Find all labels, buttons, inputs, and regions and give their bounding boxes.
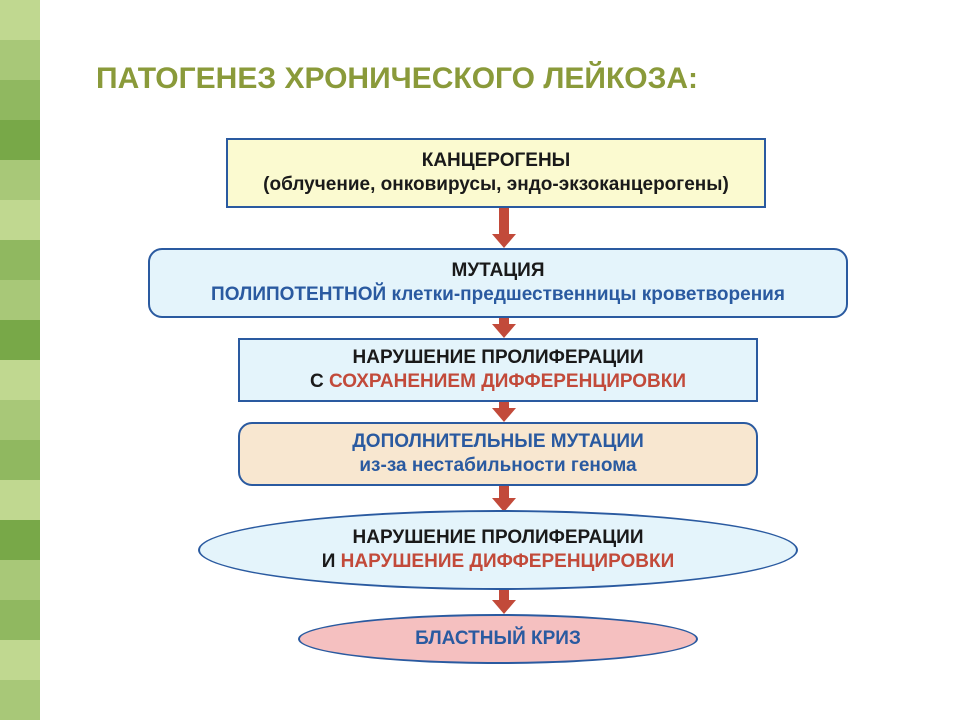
node-text-line: НАРУШЕНИЕ ПРОЛИФЕРАЦИИ [353, 346, 644, 370]
sidebar-square [0, 80, 40, 120]
node-text-line: КАНЦЕРОГЕНЫ [422, 149, 571, 173]
sidebar-square [0, 120, 40, 160]
sidebar-square [0, 480, 40, 520]
sidebar-square [0, 640, 40, 680]
sidebar-square [0, 0, 40, 40]
node-text-line: БЛАСТНЫЙ КРИЗ [415, 627, 581, 651]
slide: ПАТОГЕНЕЗ ХРОНИЧЕСКОГО ЛЕЙКОЗА: КАНЦЕРОГ… [48, 0, 960, 720]
node-text-line: ДОПОЛНИТЕЛЬНЫЕ МУТАЦИИ [352, 430, 644, 454]
node-blast-crisis: БЛАСТНЫЙ КРИЗ [298, 614, 698, 664]
arrow-stem [499, 486, 509, 498]
arrow-head [492, 408, 516, 422]
sidebar-square [0, 40, 40, 80]
sidebar-square [0, 240, 40, 280]
arrow-head [492, 324, 516, 338]
arrow-head [492, 600, 516, 614]
node-additional-mutations: ДОПОЛНИТЕЛЬНЫЕ МУТАЦИИиз-за нестабильнос… [238, 422, 758, 486]
sidebar-square [0, 280, 40, 320]
sidebar-square [0, 160, 40, 200]
sidebar-square [0, 320, 40, 360]
node-text-line: НАРУШЕНИЕ ПРОЛИФЕРАЦИИ [353, 526, 644, 550]
sidebar-square [0, 440, 40, 480]
node-text-line: МУТАЦИЯ [452, 259, 545, 283]
node-text-line: из-за нестабильности генома [359, 454, 636, 478]
sidebar-square [0, 400, 40, 440]
sidebar-square [0, 680, 40, 720]
node-mutation: МУТАЦИЯПОЛИПОТЕНТНОЙ клетки-предшественн… [148, 248, 848, 318]
sidebar-square [0, 520, 40, 560]
arrow-stem [499, 208, 509, 234]
sidebar-square [0, 200, 40, 240]
decorative-sidebar [0, 0, 48, 720]
sidebar-square [0, 600, 40, 640]
node-prolif-impaired: НАРУШЕНИЕ ПРОЛИФЕРАЦИИИ НАРУШЕНИЕ ДИФФЕР… [198, 510, 798, 590]
node-text-line: (облучение, онковирусы, эндо-экзоканцеро… [263, 173, 729, 197]
node-text-line: И НАРУШЕНИЕ ДИФФЕРЕНЦИРОВКИ [322, 550, 675, 574]
node-text-line: С СОХРАНЕНИЕМ ДИФФЕРЕНЦИРОВКИ [310, 370, 686, 394]
node-cancerogens: КАНЦЕРОГЕНЫ(облучение, онковирусы, эндо-… [226, 138, 766, 208]
sidebar-square [0, 360, 40, 400]
arrow-head [492, 234, 516, 248]
node-text-line: ПОЛИПОТЕНТНОЙ клетки-предшественницы кро… [211, 283, 785, 307]
sidebar-square [0, 560, 40, 600]
node-prolif-preserved: НАРУШЕНИЕ ПРОЛИФЕРАЦИИС СОХРАНЕНИЕМ ДИФФ… [238, 338, 758, 402]
slide-title: ПАТОГЕНЕЗ ХРОНИЧЕСКОГО ЛЕЙКОЗА: [96, 62, 916, 96]
